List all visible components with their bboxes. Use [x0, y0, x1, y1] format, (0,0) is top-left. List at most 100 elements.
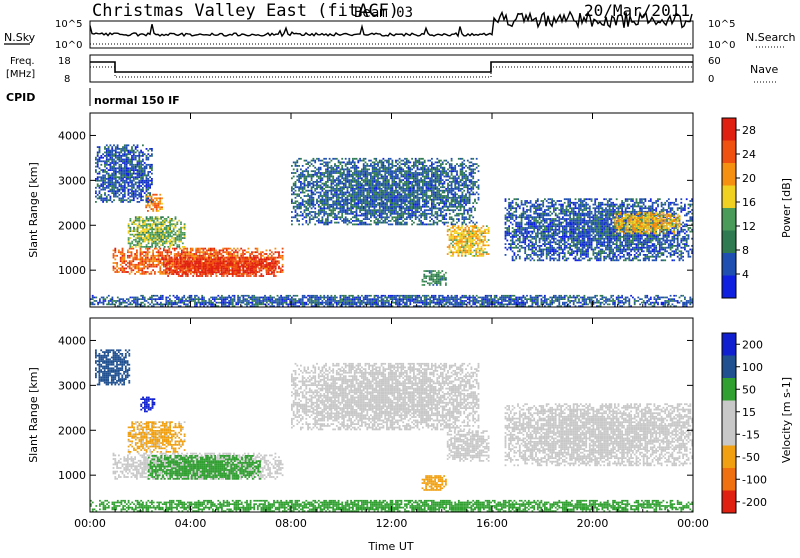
heatmap-cell [137, 175, 139, 177]
heatmap-cell [142, 237, 144, 239]
heatmap-cell [370, 177, 372, 179]
heatmap-cell [348, 202, 350, 204]
heatmap-cell [128, 190, 130, 192]
heatmap-cell [163, 273, 165, 275]
heatmap-cell [343, 177, 345, 179]
heatmap-cell [266, 268, 268, 270]
heatmap-cell [298, 220, 300, 222]
heatmap-cell [133, 157, 135, 159]
heatmap-cell [314, 174, 316, 176]
heatmap-cell [144, 234, 146, 236]
heatmap-cell [325, 193, 327, 195]
heatmap-cell [205, 259, 207, 261]
heatmap-cell [388, 201, 390, 203]
heatmap-cell [300, 174, 302, 176]
heatmap-cell [375, 193, 377, 195]
heatmap-cell [230, 262, 232, 264]
heatmap-cell [413, 163, 415, 165]
heatmap-cell [338, 222, 340, 224]
heatmap-cell [295, 201, 297, 203]
heatmap-cell [104, 187, 106, 189]
heatmap-cell [392, 190, 394, 192]
heatmap-cell [110, 196, 112, 198]
heatmap-cell [415, 165, 417, 167]
heatmap-cell [119, 152, 121, 154]
heatmap-cell [161, 251, 163, 253]
heatmap-cell [401, 188, 403, 190]
heatmap-cell [418, 197, 420, 199]
heatmap-cell [357, 172, 359, 174]
heatmap-cell [149, 192, 151, 194]
heatmap-cell [129, 175, 131, 177]
heatmap-cell [366, 206, 368, 208]
heatmap-cell [123, 269, 125, 271]
heatmap-cell [171, 260, 173, 262]
heatmap-cell [354, 179, 356, 181]
heatmap-cell [359, 186, 361, 188]
heatmap-cell [146, 220, 148, 222]
heatmap-cell [314, 216, 316, 218]
heatmap-cell [458, 206, 460, 208]
heatmap-cell [231, 250, 233, 252]
heatmap-cell [129, 260, 131, 262]
heatmap-cell [352, 211, 354, 213]
heatmap-cell [151, 167, 153, 169]
heatmap-cell [341, 181, 343, 183]
heatmap-cell [137, 150, 139, 152]
heatmap-cell [175, 223, 177, 225]
heatmap-cell [111, 189, 113, 191]
heatmap-cell [135, 164, 137, 166]
heatmap-cell [433, 188, 435, 190]
heatmap-cell [325, 183, 327, 185]
heatmap-cell [250, 271, 252, 273]
heatmap-cell [332, 158, 334, 160]
heatmap-cell [417, 185, 419, 187]
heatmap-cell [451, 165, 453, 167]
heatmap-cell [126, 178, 128, 180]
heatmap-cell [172, 248, 174, 250]
heatmap-cell [298, 190, 300, 192]
heatmap-cell [140, 230, 142, 232]
nave-tick-high: 60 [708, 56, 721, 67]
heatmap-cell [417, 201, 419, 203]
heatmap-cell [200, 268, 202, 270]
heatmap-cell [128, 239, 130, 241]
heatmap-cell [322, 218, 324, 220]
heatmap-cell [212, 271, 214, 273]
heatmap-cell [357, 160, 359, 162]
heatmap-cell [357, 218, 359, 220]
heatmap-cell [187, 268, 189, 270]
heatmap-cell [352, 167, 354, 169]
heatmap-cell [118, 251, 120, 253]
heatmap-cell [393, 165, 395, 167]
heatmap-cell [336, 165, 338, 167]
heatmap-cell [313, 218, 315, 220]
heatmap-cell [210, 250, 212, 252]
heatmap-cell [384, 218, 386, 220]
heatmap-cell [438, 209, 440, 211]
heatmap-cell [343, 220, 345, 222]
heatmap-cell [368, 192, 370, 194]
heatmap-cell [115, 178, 117, 180]
heatmap-cell [158, 253, 160, 255]
heatmap-cell [241, 264, 243, 266]
heatmap-cell [323, 206, 325, 208]
heatmap-cell [320, 222, 322, 224]
heatmap-cell [409, 192, 411, 194]
heatmap-cell [340, 209, 342, 211]
heatmap-cell [273, 271, 275, 273]
heatmap-cell [180, 234, 182, 236]
heatmap-cell [332, 197, 334, 199]
heatmap-cell [350, 197, 352, 199]
heatmap-cell [409, 177, 411, 179]
heatmap-cell [340, 192, 342, 194]
heatmap-cell [234, 264, 236, 266]
heatmap-cell [143, 266, 145, 268]
heatmap-cell [147, 175, 149, 177]
heatmap-cell [365, 216, 367, 218]
heatmap-cell [144, 222, 146, 224]
heatmap-cell [383, 222, 385, 224]
heatmap-cell [114, 268, 116, 270]
heatmap-cell [154, 255, 156, 257]
heatmap-cell [433, 199, 435, 201]
